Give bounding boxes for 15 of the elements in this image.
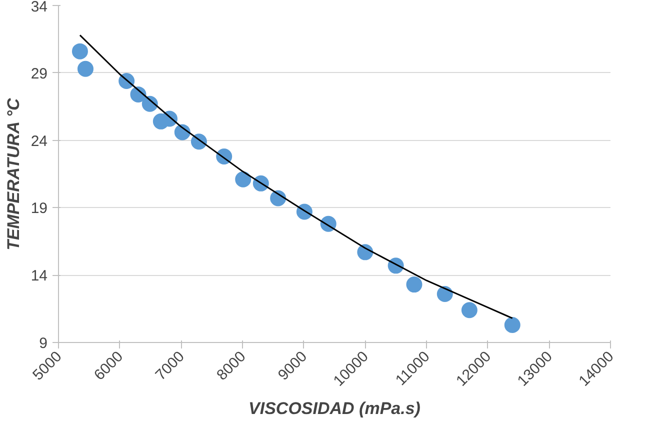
y-tick-label: 34 bbox=[30, 0, 48, 16]
y-tick-label: 24 bbox=[30, 132, 48, 150]
y-tick-label: 29 bbox=[30, 65, 48, 82]
point bbox=[406, 276, 422, 293]
y-tick-label: 19 bbox=[30, 200, 48, 218]
y-tick-label: 14 bbox=[30, 268, 48, 285]
point bbox=[235, 171, 252, 188]
point bbox=[72, 43, 88, 60]
point bbox=[461, 302, 478, 318]
point bbox=[436, 286, 453, 302]
point bbox=[77, 60, 94, 77]
y-axis-title: TEMPERATURA °C bbox=[4, 97, 23, 250]
point bbox=[504, 316, 520, 333]
x-axis-title: VISCOSIDAD (mPa.s) bbox=[248, 398, 421, 418]
y-tick-label: 9 bbox=[39, 335, 48, 352]
